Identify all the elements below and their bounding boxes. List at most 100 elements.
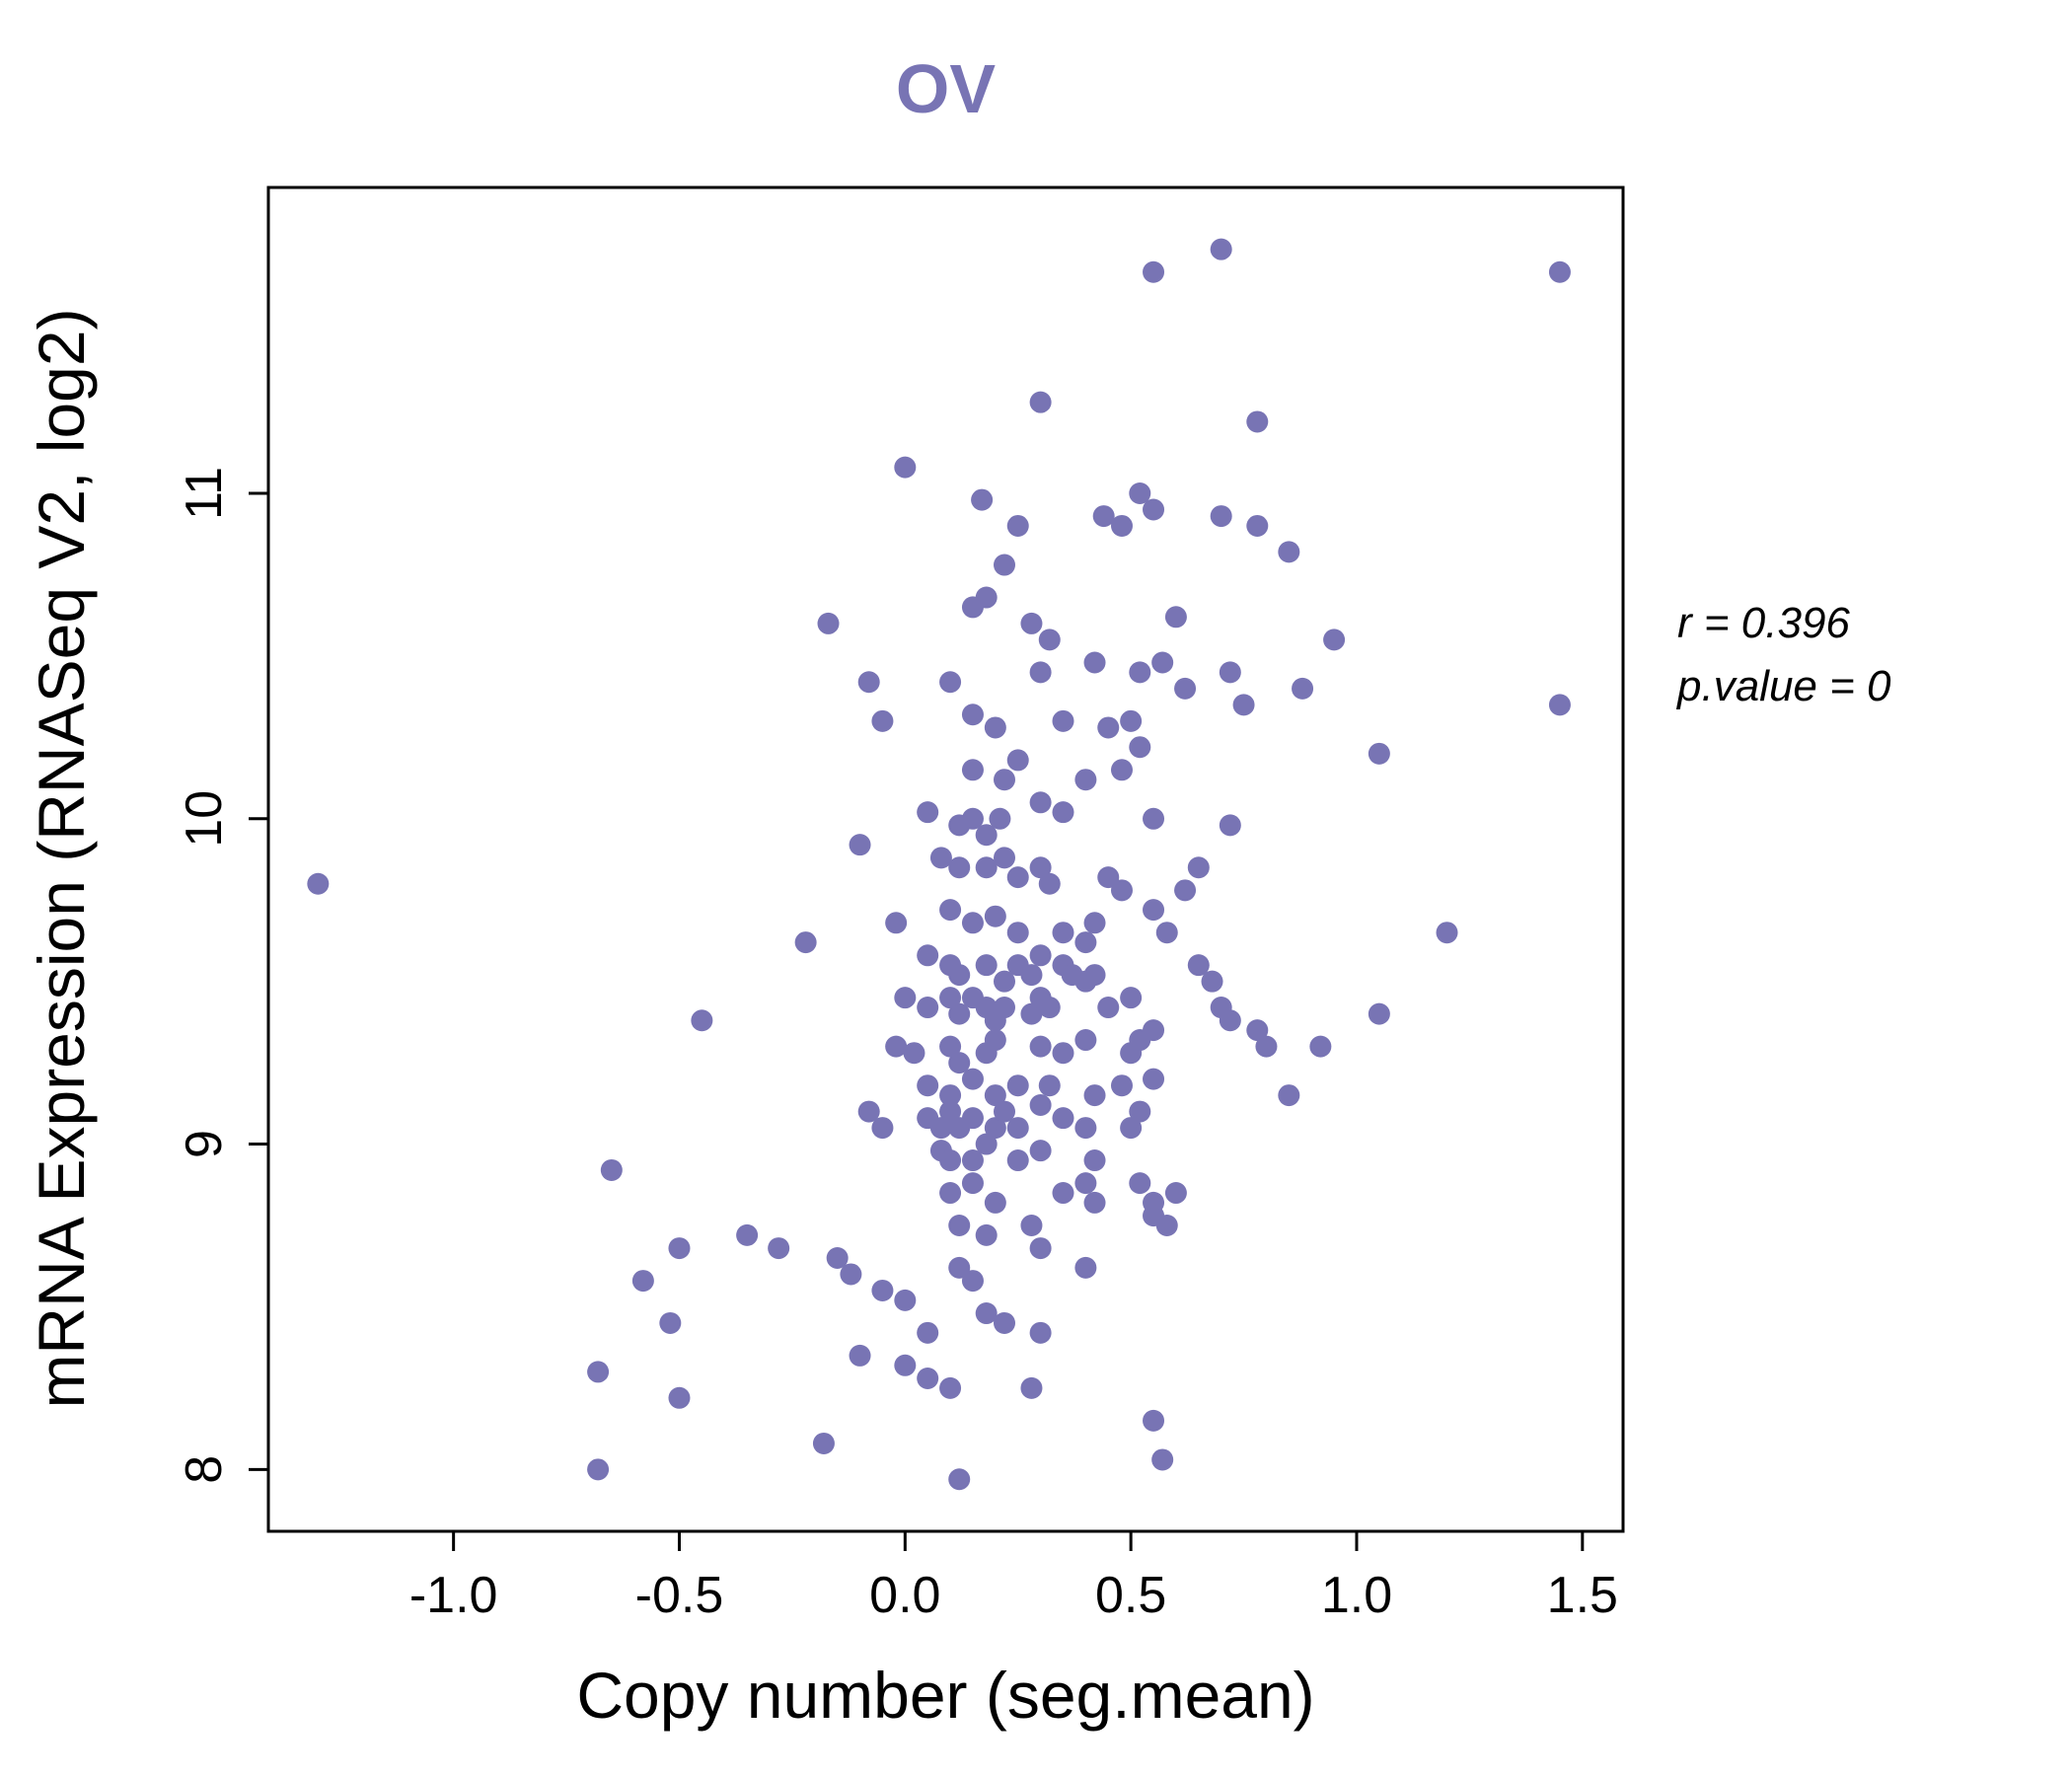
- data-point: [1052, 801, 1074, 824]
- data-point: [1143, 807, 1165, 830]
- x-tick-label: 0.5: [1095, 1567, 1166, 1624]
- data-point: [1097, 997, 1120, 1019]
- x-tick-label: 1.5: [1547, 1567, 1618, 1624]
- data-point: [939, 1149, 962, 1172]
- data-point: [1020, 612, 1043, 634]
- data-point: [1143, 899, 1165, 922]
- data-point: [961, 1270, 984, 1293]
- data-point: [917, 1368, 939, 1390]
- data-point: [939, 1084, 962, 1107]
- data-point: [307, 872, 330, 895]
- data-point: [1143, 498, 1165, 521]
- x-tick-label: 0.0: [869, 1567, 940, 1624]
- data-point: [961, 759, 984, 781]
- data-point: [948, 1468, 971, 1491]
- data-point: [1232, 694, 1255, 716]
- data-point: [691, 1009, 713, 1032]
- x-tick-label: -0.5: [635, 1567, 724, 1624]
- data-point: [871, 1279, 894, 1301]
- data-point: [1083, 964, 1106, 987]
- data-point: [971, 488, 994, 511]
- data-point: [917, 801, 939, 824]
- data-point: [939, 1376, 962, 1399]
- data-point: [975, 954, 998, 977]
- data-point: [1151, 651, 1174, 674]
- data-point: [975, 1223, 998, 1246]
- data-point: [1029, 661, 1052, 684]
- data-point: [939, 1100, 962, 1123]
- data-point: [984, 1029, 1006, 1052]
- data-point: [1029, 791, 1052, 814]
- data-point: [1246, 514, 1269, 537]
- data-point: [1219, 661, 1241, 684]
- data-point: [961, 703, 984, 726]
- y-tick-label: 10: [176, 790, 233, 848]
- data-point: [1029, 1321, 1052, 1344]
- data-point: [885, 1035, 908, 1058]
- data-point: [993, 997, 1015, 1019]
- data-point: [1255, 1035, 1278, 1058]
- data-point: [1110, 1074, 1133, 1097]
- data-point: [1548, 694, 1571, 716]
- data-point: [1006, 866, 1029, 889]
- data-point: [1187, 954, 1210, 977]
- data-point: [1074, 769, 1097, 791]
- data-point: [600, 1158, 623, 1181]
- data-point: [1083, 1084, 1106, 1107]
- data-point: [840, 1263, 862, 1286]
- data-point: [1020, 1002, 1043, 1025]
- data-point: [1151, 1448, 1174, 1471]
- data-point: [961, 912, 984, 934]
- data-point: [894, 456, 917, 479]
- data-point: [948, 964, 971, 987]
- data-point: [1006, 749, 1029, 772]
- data-point: [1020, 1376, 1043, 1399]
- data-point: [1155, 1215, 1178, 1237]
- data-point: [961, 1172, 984, 1195]
- data-point: [1110, 759, 1133, 781]
- p-value-text: p.value = 0: [1677, 661, 1891, 710]
- data-point: [975, 824, 998, 847]
- data-point: [1074, 1029, 1097, 1052]
- data-point: [849, 1344, 871, 1367]
- data-point: [1129, 1029, 1151, 1052]
- data-point: [984, 1191, 1006, 1214]
- data-point: [961, 1107, 984, 1130]
- data-point: [849, 834, 871, 856]
- data-point: [1029, 944, 1052, 967]
- data-point: [1083, 651, 1106, 674]
- data-point: [1110, 879, 1133, 902]
- data-point: [1097, 716, 1120, 739]
- data-point: [1074, 1256, 1097, 1279]
- data-point: [1052, 709, 1074, 732]
- data-point: [1129, 1172, 1151, 1195]
- data-point: [1097, 866, 1120, 889]
- data-point: [894, 1289, 917, 1311]
- data-point: [826, 1246, 849, 1269]
- data-point: [984, 905, 1006, 927]
- data-point: [1052, 922, 1074, 944]
- data-point: [1083, 1191, 1106, 1214]
- data-point: [1129, 661, 1151, 684]
- data-point: [984, 716, 1006, 739]
- y-tick-label: 9: [176, 1130, 233, 1158]
- data-point: [984, 1117, 1006, 1140]
- data-point: [1309, 1035, 1332, 1058]
- data-point: [1120, 1117, 1143, 1140]
- data-point: [903, 1042, 925, 1065]
- data-point: [1155, 922, 1178, 944]
- data-point: [1164, 1182, 1187, 1205]
- x-tick-label: -1.0: [409, 1567, 498, 1624]
- data-point: [984, 1084, 1006, 1107]
- data-point: [1029, 1035, 1052, 1058]
- data-point: [1052, 1107, 1074, 1130]
- data-point: [817, 612, 840, 634]
- data-point: [1052, 1182, 1074, 1205]
- data-point: [1368, 1002, 1390, 1025]
- y-tick-label: 11: [176, 467, 233, 520]
- data-point: [894, 1354, 917, 1376]
- data-point: [961, 1068, 984, 1090]
- data-point: [948, 1052, 971, 1074]
